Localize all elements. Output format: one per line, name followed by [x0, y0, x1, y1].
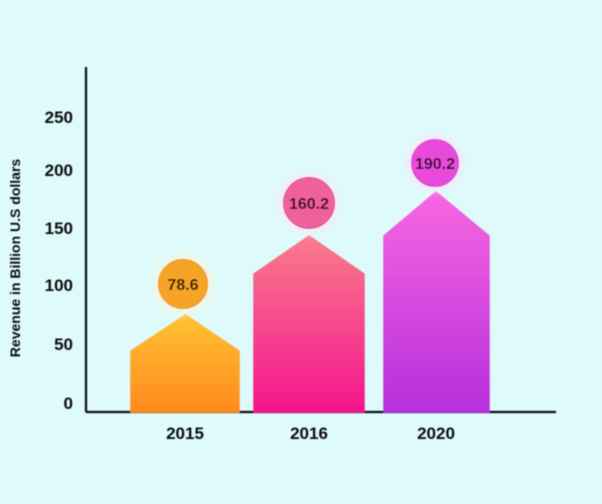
svg-text:50: 50 — [54, 335, 73, 354]
svg-text:200: 200 — [45, 161, 73, 180]
svg-text:160.2: 160.2 — [289, 196, 329, 213]
svg-text:78.6: 78.6 — [167, 277, 198, 294]
svg-text:190.2: 190.2 — [415, 156, 455, 173]
svg-text:2015: 2015 — [166, 424, 204, 443]
svg-text:2020: 2020 — [417, 424, 455, 443]
svg-text:2016: 2016 — [290, 424, 328, 443]
svg-text:150: 150 — [45, 219, 73, 238]
svg-text:100: 100 — [45, 276, 73, 295]
svg-text:250: 250 — [45, 108, 73, 127]
svg-text:Revenue in Billion U.S dollars: Revenue in Billion U.S dollars — [7, 159, 23, 358]
svg-text:0: 0 — [64, 394, 73, 413]
